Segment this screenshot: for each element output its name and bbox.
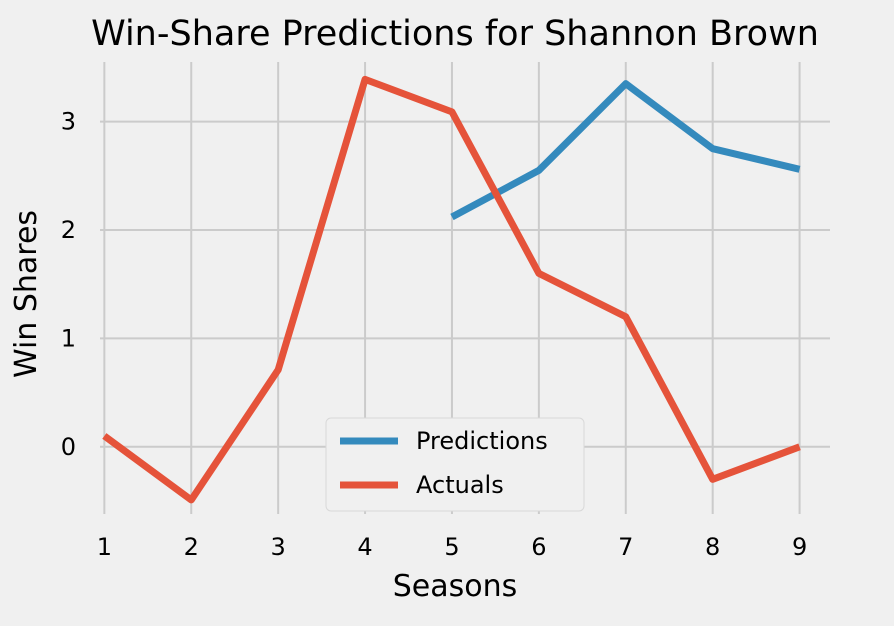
- series-line-predictions: [450, 80, 801, 221]
- chart-title: Win-Share Predictions for Shannon Brown: [91, 14, 819, 54]
- x-tick-label: 5: [444, 533, 459, 561]
- grid: [100, 62, 830, 514]
- x-axis-label: Seasons: [393, 569, 518, 604]
- x-tick-labels: 1 2 3 4 5 6 7 8 9: [97, 533, 808, 561]
- y-tick-labels: 0 1 2 3: [61, 108, 76, 461]
- x-tick-label: 8: [705, 533, 720, 561]
- legend-label-actuals: Actuals: [416, 471, 504, 499]
- x-tick-label: 4: [357, 533, 372, 561]
- y-axis-label: Win Shares: [9, 210, 44, 378]
- x-tick-label: 1: [97, 533, 112, 561]
- series-lines: [102, 75, 801, 504]
- series-line-actuals: [102, 75, 801, 504]
- legend-items: Predictions Actuals: [340, 427, 548, 499]
- y-tick-label: 0: [61, 433, 76, 461]
- legend-label-predictions: Predictions: [416, 427, 548, 455]
- legend: Predictions Actuals: [325, 417, 585, 512]
- x-tick-label: 2: [184, 533, 199, 561]
- y-tick-label: 1: [61, 324, 76, 352]
- x-tick-label: 3: [271, 533, 286, 561]
- y-tick-label: 2: [61, 216, 76, 244]
- y-tick-label: 3: [61, 108, 76, 136]
- x-tick-label: 9: [792, 533, 807, 561]
- x-tick-label: 6: [531, 533, 546, 561]
- x-tick-label: 7: [618, 533, 633, 561]
